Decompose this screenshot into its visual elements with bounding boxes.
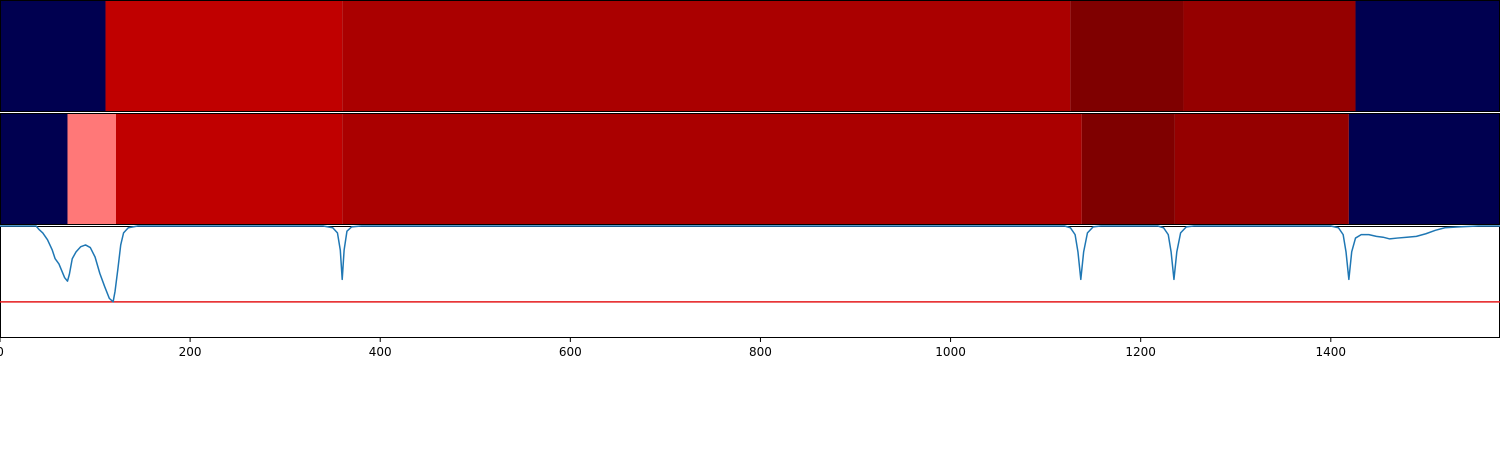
x-tick-label-5: 1000 — [935, 345, 966, 359]
x-tick-label-6: 1200 — [1125, 345, 1156, 359]
segment-0-3 — [1070, 0, 1184, 112]
segment-1-2 — [115, 113, 343, 225]
x-tick-label-0: 0 — [0, 345, 4, 359]
signal-line — [0, 225, 1500, 303]
segment-1-5 — [1174, 113, 1349, 225]
segment-0-5 — [1355, 0, 1500, 112]
x-axis: 0 200 400 600 800 1000 1200 1400 — [0, 338, 1346, 359]
segment-1-0 — [0, 113, 68, 225]
line-panel — [0, 225, 1500, 338]
line-panel-frame — [0, 226, 1500, 338]
segment-row-top — [0, 0, 1500, 112]
segment-1-6 — [1348, 113, 1500, 225]
segment-1-3 — [342, 113, 1082, 225]
segment-0-4 — [1183, 0, 1356, 112]
segment-row-middle — [0, 113, 1500, 225]
x-tick-label-4: 800 — [749, 345, 772, 359]
segment-1-4 — [1081, 113, 1175, 225]
x-tick-label-1: 200 — [179, 345, 202, 359]
x-tick-label-7: 1400 — [1316, 345, 1347, 359]
segment-0-0 — [0, 0, 106, 112]
x-tick-label-2: 400 — [369, 345, 392, 359]
segment-1-1 — [67, 113, 116, 225]
segment-0-1 — [105, 0, 343, 112]
x-tick-label-3: 600 — [559, 345, 582, 359]
segment-0-2 — [342, 0, 1071, 112]
